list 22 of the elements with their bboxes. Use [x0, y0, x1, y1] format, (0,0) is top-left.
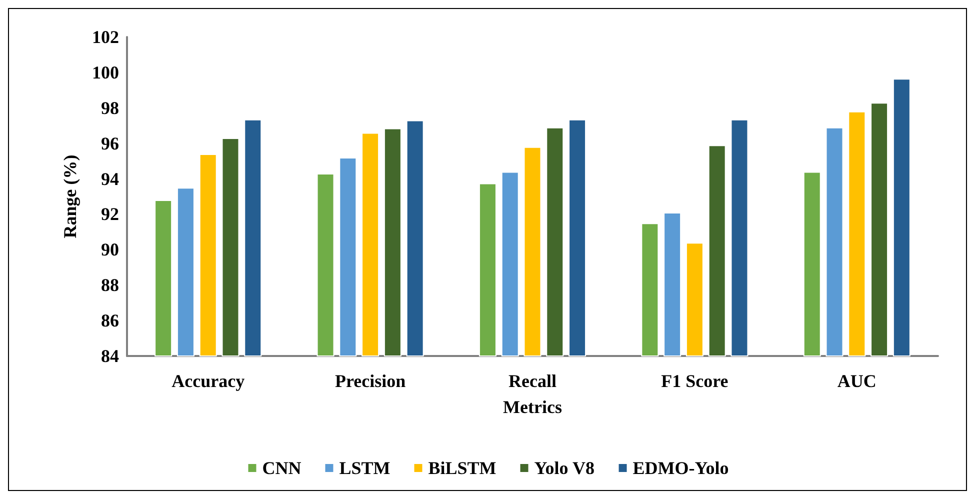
- x-tick-label: Recall: [508, 371, 556, 391]
- legend-label: EDMO-Yolo: [632, 458, 729, 478]
- x-tick-label: F1 Score: [661, 371, 728, 391]
- y-axis-title: Range (%): [60, 154, 80, 238]
- y-tick-label: 84: [101, 346, 119, 366]
- x-tick-label: Accuracy: [172, 371, 245, 391]
- y-tick-label: 90: [101, 240, 119, 260]
- legend-label: BiLSTM: [428, 458, 496, 478]
- y-tick-label: 88: [101, 275, 119, 296]
- y-tick-label: 92: [101, 204, 119, 224]
- x-axis-title: Metrics: [503, 397, 562, 417]
- y-tick-label: 94: [101, 168, 119, 189]
- x-tick-label: AUC: [837, 371, 876, 391]
- x-tick-label: Precision: [334, 371, 406, 391]
- y-tick-label: 100: [92, 62, 119, 82]
- legend-label: LSTM: [339, 458, 390, 478]
- legend-label: Yolo V8: [534, 458, 594, 478]
- legend-label: CNN: [262, 458, 302, 478]
- y-tick-label: 102: [92, 27, 119, 47]
- y-tick-label: 96: [101, 133, 119, 154]
- y-tick-label: 98: [101, 98, 119, 118]
- y-tick-label: 86: [101, 310, 119, 331]
